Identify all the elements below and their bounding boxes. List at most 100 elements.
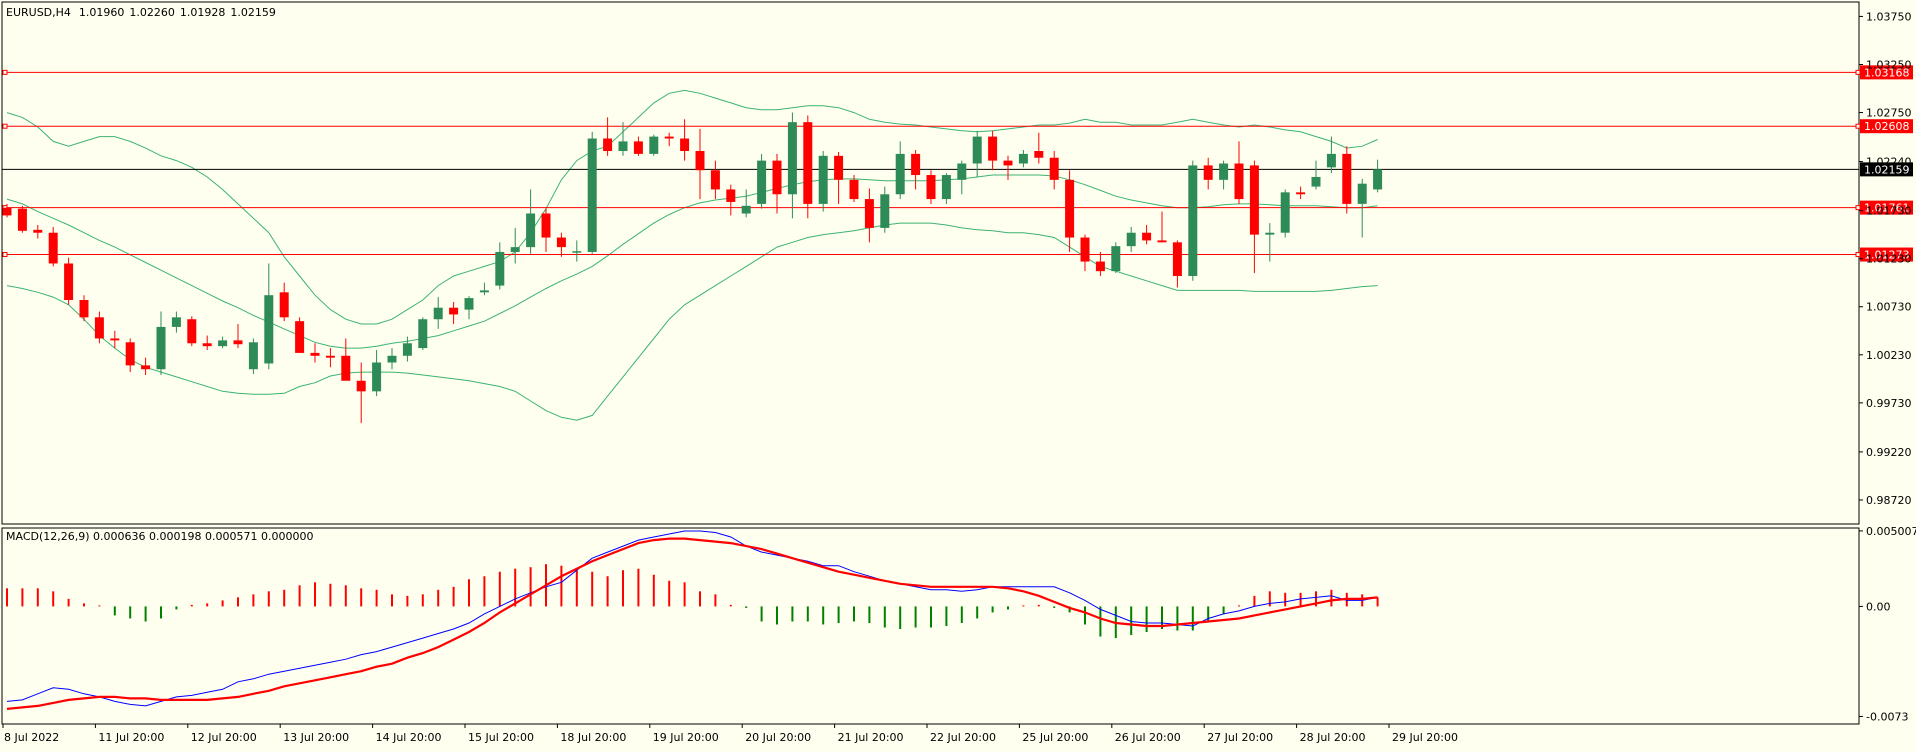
candle-bull — [787, 122, 797, 195]
candle-bull — [757, 160, 767, 204]
candle-bear — [125, 342, 135, 366]
candle-bull — [156, 326, 166, 370]
price-axis-label: 1.02750 — [1866, 107, 1912, 120]
candle-bull — [402, 343, 412, 356]
time-axis-label: 21 Jul 20:00 — [838, 731, 904, 744]
candle-bear — [1157, 240, 1167, 243]
time-axis-label: 13 Jul 20:00 — [283, 731, 349, 744]
candle-bull — [479, 290, 489, 293]
header-symbol: EURUSD,H4 — [6, 6, 71, 19]
candle-bull — [418, 319, 428, 349]
candle-bear — [356, 380, 366, 392]
candle-bull — [1280, 192, 1290, 233]
time-axis-label: 22 Jul 20:00 — [930, 731, 996, 744]
current-price-label: 1.02159 — [1864, 163, 1910, 176]
time-axis-label: 29 Jul 20:00 — [1392, 731, 1458, 744]
level-anchor-left — [2, 123, 8, 129]
time-axis-label: 11 Jul 20:00 — [98, 731, 164, 744]
time-axis-label: 12 Jul 20:00 — [191, 731, 257, 744]
candle-bull — [1311, 176, 1321, 187]
macd-panel: MACD(12,26,9) 0.000636 0.000198 0.000571… — [1, 527, 1860, 725]
candle-bear — [864, 199, 874, 228]
candle-bear — [2, 207, 12, 216]
candle-bear — [988, 136, 998, 161]
candle-bull — [895, 153, 905, 195]
candle-bear — [1065, 179, 1075, 238]
candle-bear — [202, 343, 212, 347]
candle-bear — [1080, 237, 1090, 262]
header-close: 1.02159 — [230, 6, 276, 19]
candle-bull — [1373, 169, 1383, 190]
candle-bear — [1203, 165, 1213, 180]
candle-bear — [556, 237, 566, 248]
price-axis-label: 0.98720 — [1866, 494, 1912, 507]
macd-axis-label: -0.0073 — [1866, 710, 1908, 723]
candle-bull — [264, 295, 274, 364]
candle-bear — [541, 213, 551, 238]
price-axis-label: 0.99730 — [1866, 397, 1912, 410]
candle-bear — [726, 189, 736, 202]
time-axis-label: 14 Jul 20:00 — [376, 731, 442, 744]
candle-bull — [218, 340, 228, 347]
candle-bull — [972, 136, 982, 164]
candle-bear — [1342, 153, 1352, 204]
candle-bear — [79, 300, 89, 318]
time-axis-label: 26 Jul 20:00 — [1115, 731, 1181, 744]
candle-bear — [911, 153, 921, 176]
candle-bear — [1234, 163, 1244, 200]
price-axis-label: 1.02240 — [1866, 156, 1912, 169]
chart-header: EURUSD,H4 1.01960 1.02260 1.01928 1.02159 — [6, 6, 276, 19]
level-anchor-left — [2, 69, 8, 75]
level-anchor-right — [1855, 205, 1861, 211]
candle-bull — [649, 136, 659, 154]
candle-bear — [141, 365, 151, 370]
level-price-label: 1.02608 — [1864, 120, 1910, 133]
level-anchor-right — [1855, 69, 1861, 75]
candle-bear — [33, 229, 43, 233]
candle-bear — [17, 208, 27, 231]
candle-bull — [510, 247, 520, 252]
macd-axis-label: 0.00 — [1866, 600, 1891, 613]
price-axis-label: 0.99220 — [1866, 446, 1912, 459]
time-axis-label: 27 Jul 20:00 — [1207, 731, 1273, 744]
candle-bull — [433, 307, 443, 320]
header-open: 1.01960 — [79, 6, 125, 19]
macd-signal-line — [6, 537, 1378, 710]
bollinger-lower-band — [6, 222, 1378, 421]
candle-bear — [48, 232, 58, 264]
level-anchor-left — [2, 252, 8, 258]
candle-bear — [449, 307, 459, 315]
level-price-label-box — [1860, 65, 1913, 80]
candle-bear — [1172, 242, 1182, 276]
macd-main-line — [6, 530, 1378, 707]
candle-bear — [710, 170, 720, 190]
bollinger-middle-band — [6, 174, 1378, 349]
candle-bull — [1018, 153, 1028, 164]
candle-bear — [295, 321, 305, 353]
candle-bear — [64, 263, 74, 301]
candle-bear — [1049, 157, 1059, 180]
candle-bear — [633, 141, 643, 154]
price-axis-label: 1.01730 — [1866, 205, 1912, 218]
candle-bull — [248, 342, 258, 370]
candle-bear — [325, 355, 335, 358]
level-anchor-right — [1855, 123, 1861, 129]
price-axis-label: 1.03250 — [1866, 58, 1912, 71]
candle-bull — [464, 298, 474, 310]
candle-bear — [603, 138, 613, 152]
candle-bull — [1357, 183, 1367, 204]
header-low: 1.01928 — [180, 6, 226, 19]
candle-bear — [1249, 165, 1259, 235]
candle-bear — [1095, 261, 1105, 272]
candle-bull — [818, 155, 828, 204]
candle-bear — [803, 122, 813, 204]
time-axis-label: 18 Jul 20:00 — [560, 731, 626, 744]
time-axis-label: 25 Jul 20:00 — [1022, 731, 1088, 744]
candle-bear — [1142, 232, 1152, 241]
time-axis-label: 19 Jul 20:00 — [653, 731, 719, 744]
level-price-label-box — [1860, 119, 1913, 134]
candle-bear — [279, 292, 289, 318]
candle-bear — [1296, 192, 1306, 195]
